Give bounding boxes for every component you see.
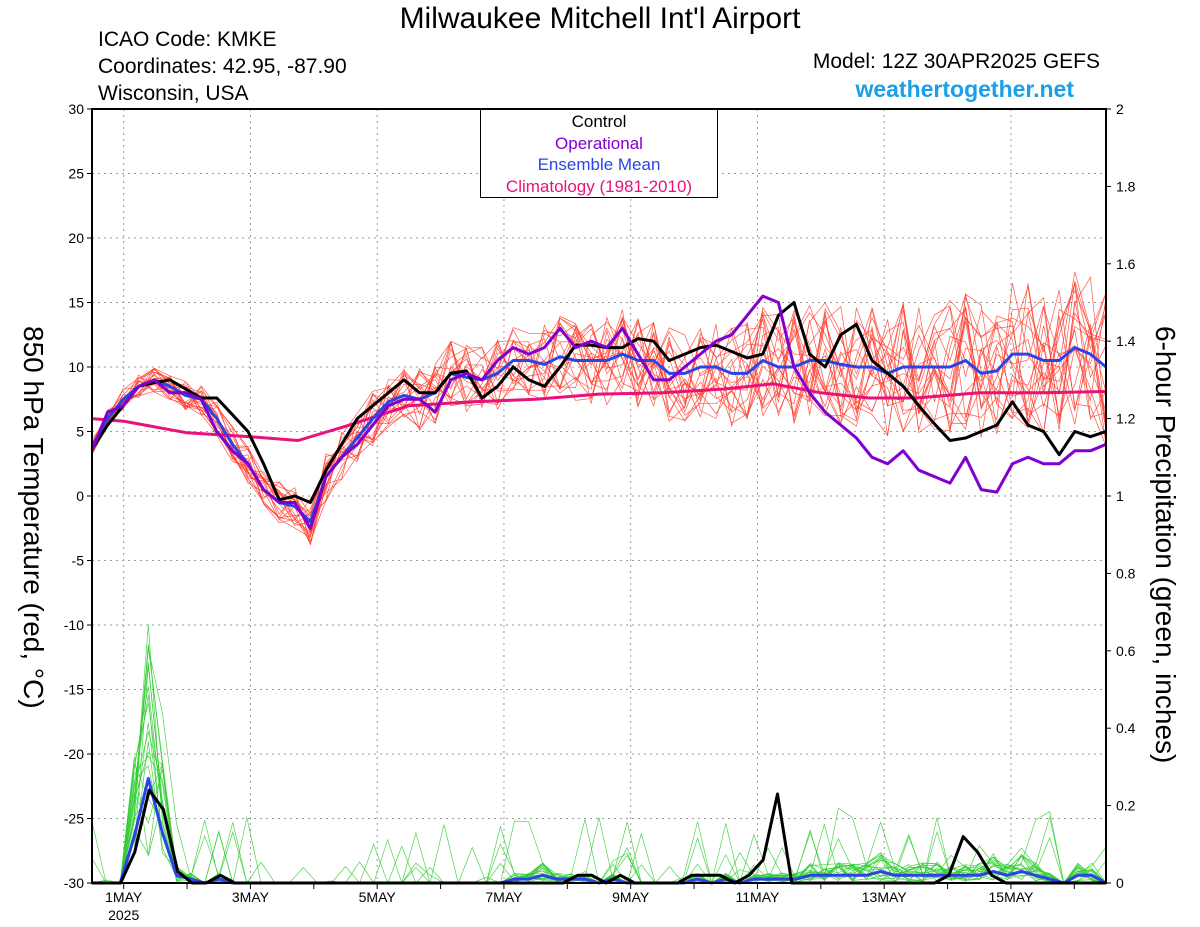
y-right-tick-label: 0.4: [1116, 720, 1136, 736]
member-temp-line: [91, 303, 1107, 521]
y-right-tick-label: 0.8: [1116, 565, 1136, 581]
x-tick-label: 7MAY: [485, 889, 523, 905]
y-left-tick-label: 20: [68, 230, 84, 246]
member-temp-line: [91, 297, 1107, 519]
member-precip-line: [92, 666, 1107, 884]
member-precip-line: [92, 648, 1107, 884]
legend-ensemble-mean: Ensemble Mean: [537, 155, 661, 174]
y-left-tick-label: 5: [76, 424, 84, 440]
series-control-temp: [90, 301, 1107, 504]
y-right-tick-label: 2: [1116, 101, 1124, 117]
x-tick-label: 9MAY: [612, 889, 650, 905]
x-tick-sublabel: 2025: [108, 907, 139, 923]
member-temp-line: [91, 283, 1107, 536]
member-temp-line: [91, 307, 1107, 538]
member-temp-line: [91, 306, 1107, 534]
member-precip-line: [91, 686, 1107, 884]
member-temp-line: [91, 282, 1107, 543]
y-right-tick-label: 0: [1116, 875, 1124, 891]
series-operational-temp: [90, 294, 1107, 530]
legend-operational: Operational: [555, 133, 643, 153]
icao-code: ICAO Code: KMKE: [98, 28, 277, 51]
y-right-tick-label: 1.8: [1116, 178, 1136, 194]
y-right-tick-label: 1.6: [1116, 256, 1136, 272]
x-tick-label: 11MAY: [736, 889, 780, 905]
y-left-tick-label: 0: [76, 488, 84, 504]
x-tick-label: 13MAY: [862, 889, 908, 905]
y-left-tick-label: 10: [68, 359, 84, 375]
member-temp-line: [91, 296, 1107, 513]
ensemble-members-layer: [91, 271, 1107, 884]
y-right-tick-label: 1.4: [1116, 333, 1136, 349]
member-temp-line: [91, 316, 1107, 520]
y-right-tick-label: 1: [1116, 488, 1124, 504]
x-tick-label: 5MAY: [359, 889, 397, 905]
grid-layer: [92, 109, 1106, 883]
axes-layer: 302520151050-5-10-15-20-25-3021.81.61.41…: [64, 101, 1136, 923]
member-precip-line: [92, 646, 1107, 884]
x-tick-label: 1MAY: [105, 889, 143, 905]
y-left-tick-label: 15: [68, 295, 84, 311]
y-left-tick-label: -10: [64, 617, 84, 633]
member-precip-line: [92, 702, 1107, 884]
series-layer: [90, 294, 1107, 885]
y-left-tick-label: 25: [68, 166, 84, 182]
y-left-tick-label: -30: [64, 875, 84, 891]
member-precip-line: [92, 643, 1107, 884]
member-precip-line: [92, 694, 1107, 884]
coordinates: Coordinates: 42.95, -87.90: [98, 55, 347, 78]
legend-control: Control: [571, 112, 627, 131]
y-left-tick-label: -15: [64, 682, 84, 698]
brand-link[interactable]: weathertogether.net: [855, 76, 1074, 102]
member-precip-line: [92, 624, 1107, 884]
x-tick-label: 15MAY: [989, 889, 1035, 905]
y-left-tick-label: 30: [68, 101, 84, 117]
region: Wisconsin, USA: [98, 82, 249, 105]
y-left-tick-label: -25: [64, 811, 84, 827]
chart-title: Milwaukee Mitchell Int'l Airport: [399, 2, 801, 35]
model-run: Model: 12Z 30APR2025 GEFS: [812, 50, 1100, 73]
y-right-tick-label: 1.2: [1116, 411, 1136, 427]
x-tick-label: 3MAY: [232, 889, 270, 905]
plot-frame: [91, 108, 1107, 884]
member-precip-line: [92, 662, 1107, 884]
member-temp-line: [91, 276, 1107, 546]
y-left-tick-label: -20: [64, 746, 84, 762]
legend-climatology: Climatology (1981-2010): [505, 176, 693, 196]
member-temp-line: [91, 293, 1107, 517]
legend: Control Operational Ensemble Mean Climat…: [480, 109, 718, 198]
y-left-tick-label: -5: [72, 553, 85, 569]
y-right-tick-label: 0.2: [1116, 798, 1136, 814]
y-right-tick-label: 0.6: [1116, 643, 1136, 659]
member-temp-line: [91, 296, 1107, 519]
